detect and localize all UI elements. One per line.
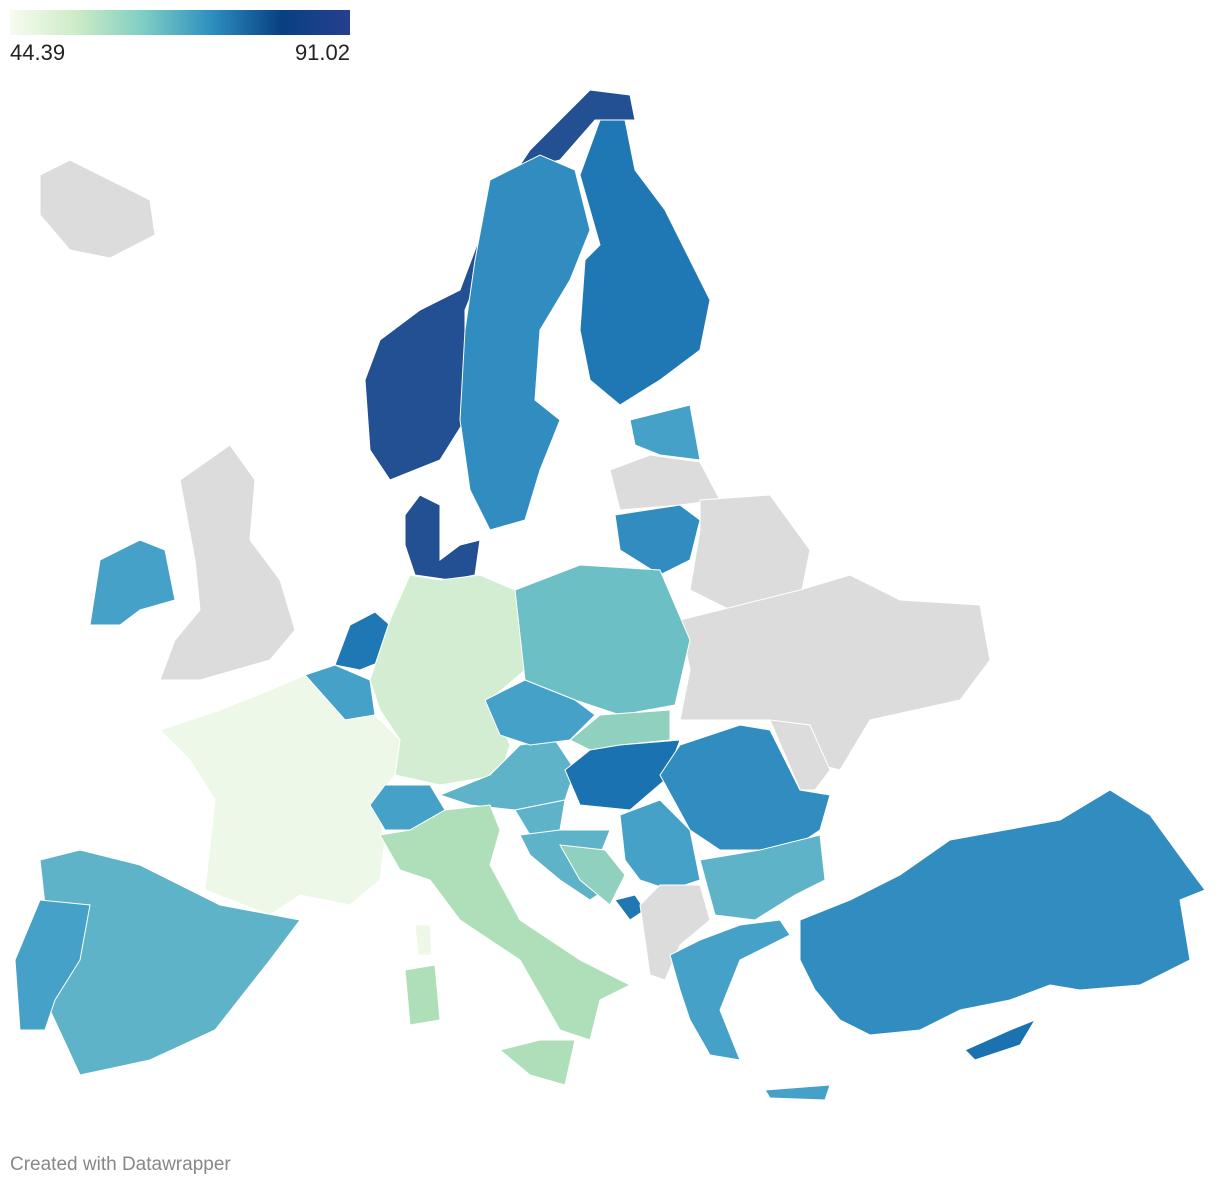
legend-max: 91.02	[295, 40, 350, 65]
region	[559, 844, 626, 906]
region	[629, 404, 701, 461]
region	[379, 804, 632, 1041]
region	[404, 964, 441, 1026]
region	[498, 1039, 576, 1086]
region	[89, 539, 176, 626]
region	[659, 724, 831, 851]
region	[764, 1084, 831, 1101]
region	[159, 444, 296, 681]
region	[14, 899, 91, 1031]
region	[484, 679, 596, 746]
region	[459, 154, 591, 531]
region	[39, 159, 156, 259]
region	[669, 919, 791, 1061]
legend-min: 44.39	[10, 40, 65, 65]
region	[614, 504, 701, 576]
legend-gradient	[10, 10, 350, 35]
region	[769, 719, 831, 791]
region	[414, 924, 433, 956]
region	[699, 834, 826, 921]
footer: Created with Datawrapper	[10, 1154, 231, 1175]
region	[364, 89, 636, 481]
region	[799, 789, 1206, 1036]
region	[679, 574, 991, 771]
region	[964, 1018, 1037, 1061]
region	[404, 494, 481, 581]
map	[14, 89, 1206, 1101]
region	[639, 884, 711, 981]
region	[579, 119, 711, 406]
